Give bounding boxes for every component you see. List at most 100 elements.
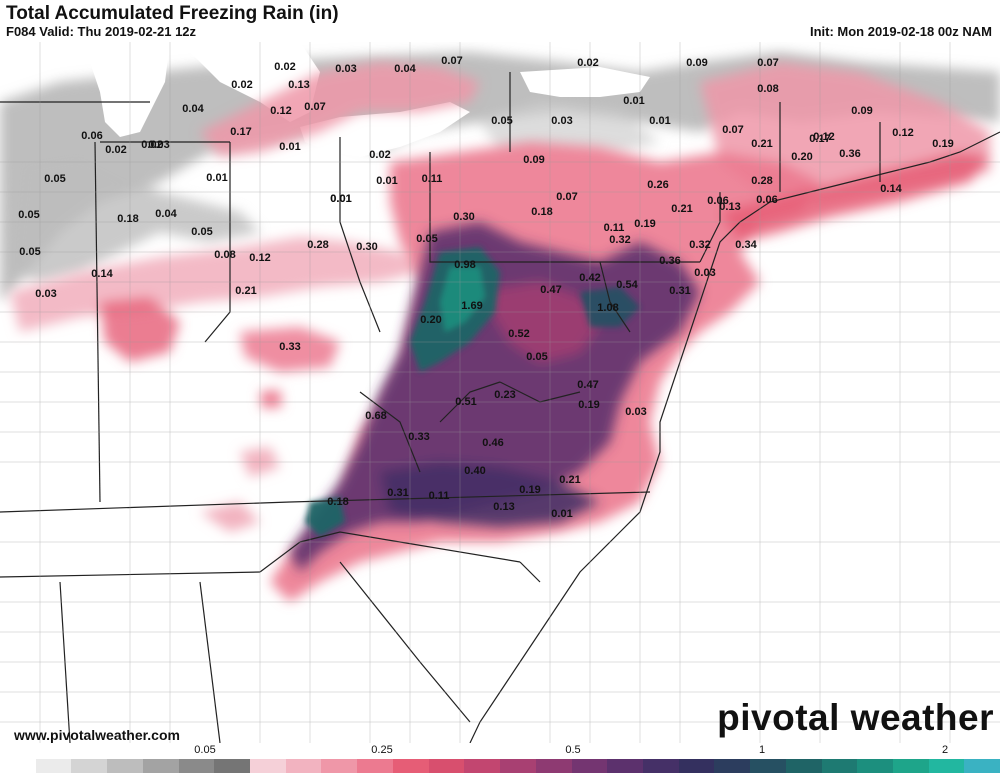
colorbar-swatch (0, 759, 36, 773)
accumulation-value-label: 0.05 (191, 226, 212, 238)
colorbar-swatch (107, 759, 143, 773)
accumulation-value-label: 0.18 (531, 206, 552, 218)
accumulation-value-label: 0.21 (235, 285, 256, 297)
accumulation-value-label: 0.12 (249, 252, 270, 264)
accumulation-value-label: 0.02 (274, 61, 295, 73)
accumulation-value-label: 0.12 (270, 105, 291, 117)
colorbar-tick-label: 2 (941, 744, 949, 756)
colorbar-swatch (750, 759, 786, 773)
accumulation-value-label: 0.11 (422, 173, 443, 185)
accumulation-value-label: 0.46 (482, 437, 503, 449)
colorbar-swatch (357, 759, 393, 773)
accumulation-value-label: 0.01 (649, 115, 670, 127)
accumulation-value-label: 0.13 (288, 79, 309, 91)
colorbar-swatch (214, 759, 251, 773)
accumulation-value-label: 0.34 (735, 239, 757, 251)
accumulation-value-label: 0.04 (182, 103, 204, 115)
accumulation-value-label: 0.05 (491, 115, 512, 127)
accumulation-value-label: 0.09 (686, 57, 707, 69)
accumulation-value-label: 0.01 (623, 95, 644, 107)
accumulation-value-label: 0.01 (551, 508, 572, 520)
accumulation-value-label: 0.47 (540, 284, 561, 296)
colorbar-swatch (285, 759, 322, 773)
accumulation-value-label: 0.11 (604, 222, 625, 234)
accumulation-value-label: 0.31 (387, 487, 408, 499)
colorbar-tick-label: 0.05 (194, 744, 216, 756)
coastline (469, 131, 1000, 743)
valid-time-label: F084 Valid: Thu 2019-02-21 12z (6, 24, 197, 39)
accumulation-value-label: 0.30 (453, 211, 474, 223)
accumulation-value-label: 0.42 (579, 272, 600, 284)
accumulation-value-label: 0.30 (356, 241, 377, 253)
colorbar-swatch (785, 759, 822, 773)
pivotal-weather-logo: pivotal weather (717, 697, 994, 738)
colorbar-swatch (892, 759, 929, 773)
accumulation-value-label: 0.06 (81, 130, 102, 142)
accumulation-value-label: 0.12 (813, 131, 834, 143)
accumulation-value-label: 0.05 (19, 246, 40, 258)
accumulation-value-label: 0.01 (206, 172, 227, 184)
accumulation-value-label: 0.08 (757, 83, 778, 95)
accumulation-value-label: 0.14 (880, 183, 902, 195)
colorbar-swatch (607, 759, 643, 773)
colorbar-swatch (142, 759, 179, 773)
accumulation-value-label: 0.40 (464, 465, 485, 477)
accumulation-value-label: 0.47 (577, 379, 598, 391)
accumulation-value-label: 0.07 (722, 124, 743, 136)
colorbar-swatch (464, 759, 501, 773)
accumulation-value-label: 0.20 (791, 151, 812, 163)
colorbar-swatch (678, 759, 715, 773)
accumulation-value-label: 0.19 (578, 399, 599, 411)
accumulation-value-label: 0.14 (91, 268, 113, 280)
website-url: www.pivotalweather.com (14, 727, 180, 743)
accumulation-value-label: 0.32 (609, 234, 630, 246)
header: Total Accumulated Freezing Rain (in) F08… (0, 0, 1000, 42)
map-title: Total Accumulated Freezing Rain (in) (6, 3, 339, 24)
accumulation-value-label: 0.19 (932, 138, 953, 150)
accumulation-value-label: 0.06 (756, 194, 777, 206)
accumulation-value-label: 0.05 (44, 173, 65, 185)
accumulation-value-label: 0.01 (330, 193, 351, 205)
accumulation-value-label: 0.21 (751, 138, 772, 150)
accumulation-value-label: 0.03 (148, 139, 169, 151)
accumulation-value-label: 0.03 (694, 267, 715, 279)
accumulation-value-label: 0.07 (556, 191, 577, 203)
accumulation-value-label: 0.31 (669, 285, 690, 297)
accumulation-value-label: 0.09 (851, 105, 872, 117)
accumulation-value-label: 0.02 (105, 144, 126, 156)
accumulation-value-label: 0.18 (117, 213, 138, 225)
accumulation-value-label: 0.21 (559, 474, 580, 486)
accumulation-value-label: 0.01 (279, 141, 300, 153)
colorbar-swatch (821, 759, 858, 773)
freezing-rain-map: 0.02 0.03 0.04 0.07 0.02 0.09 0.07 0.02 0.13 0.08… (0, 42, 1000, 743)
accumulation-value-label: 0.02 (231, 79, 252, 91)
accumulation-value-label: 0.03 (625, 406, 646, 418)
accumulation-value-label: 0.19 (519, 484, 540, 496)
colorbar-swatch (428, 759, 465, 773)
accumulation-value-label: 0.09 (523, 154, 544, 166)
accumulation-value-label: 0.02 (369, 149, 390, 161)
accumulation-value-label: 0.18 (327, 496, 348, 508)
colorbar-tick-label: 1 (758, 744, 766, 756)
colorbar-swatch (642, 759, 679, 773)
accumulation-value-label: 1.69 (461, 300, 482, 312)
accumulation-value-label: 0.02 (577, 57, 598, 69)
accumulation-value-label: 0.68 (365, 410, 386, 422)
colorbar (0, 759, 1000, 773)
accumulation-value-label: 0.26 (647, 179, 668, 191)
accumulation-value-label: 0.13 (493, 501, 514, 513)
accumulation-value-label: 0.21 (671, 203, 692, 215)
accumulation-value-label: 0.11 (429, 490, 450, 502)
accumulation-value-label: 0.32 (689, 239, 710, 251)
accumulation-value-label: 0.05 (416, 233, 437, 245)
colorbar-swatch (535, 759, 572, 773)
accumulation-value-label: 0.07 (441, 55, 462, 67)
init-time-label: Init: Mon 2019-02-18 00z NAM (809, 24, 992, 39)
colorbar-swatch (964, 759, 1000, 773)
accumulation-value-label: 0.23 (494, 389, 515, 401)
accumulation-value-label: 0.05 (18, 209, 39, 221)
county-lines (0, 42, 1000, 743)
accumulation-value-label: 0.04 (394, 63, 416, 75)
color-scale: 0.05 0.25 0.5 1 2 (0, 743, 1000, 773)
accumulation-value-label: 1.08 (597, 302, 618, 314)
